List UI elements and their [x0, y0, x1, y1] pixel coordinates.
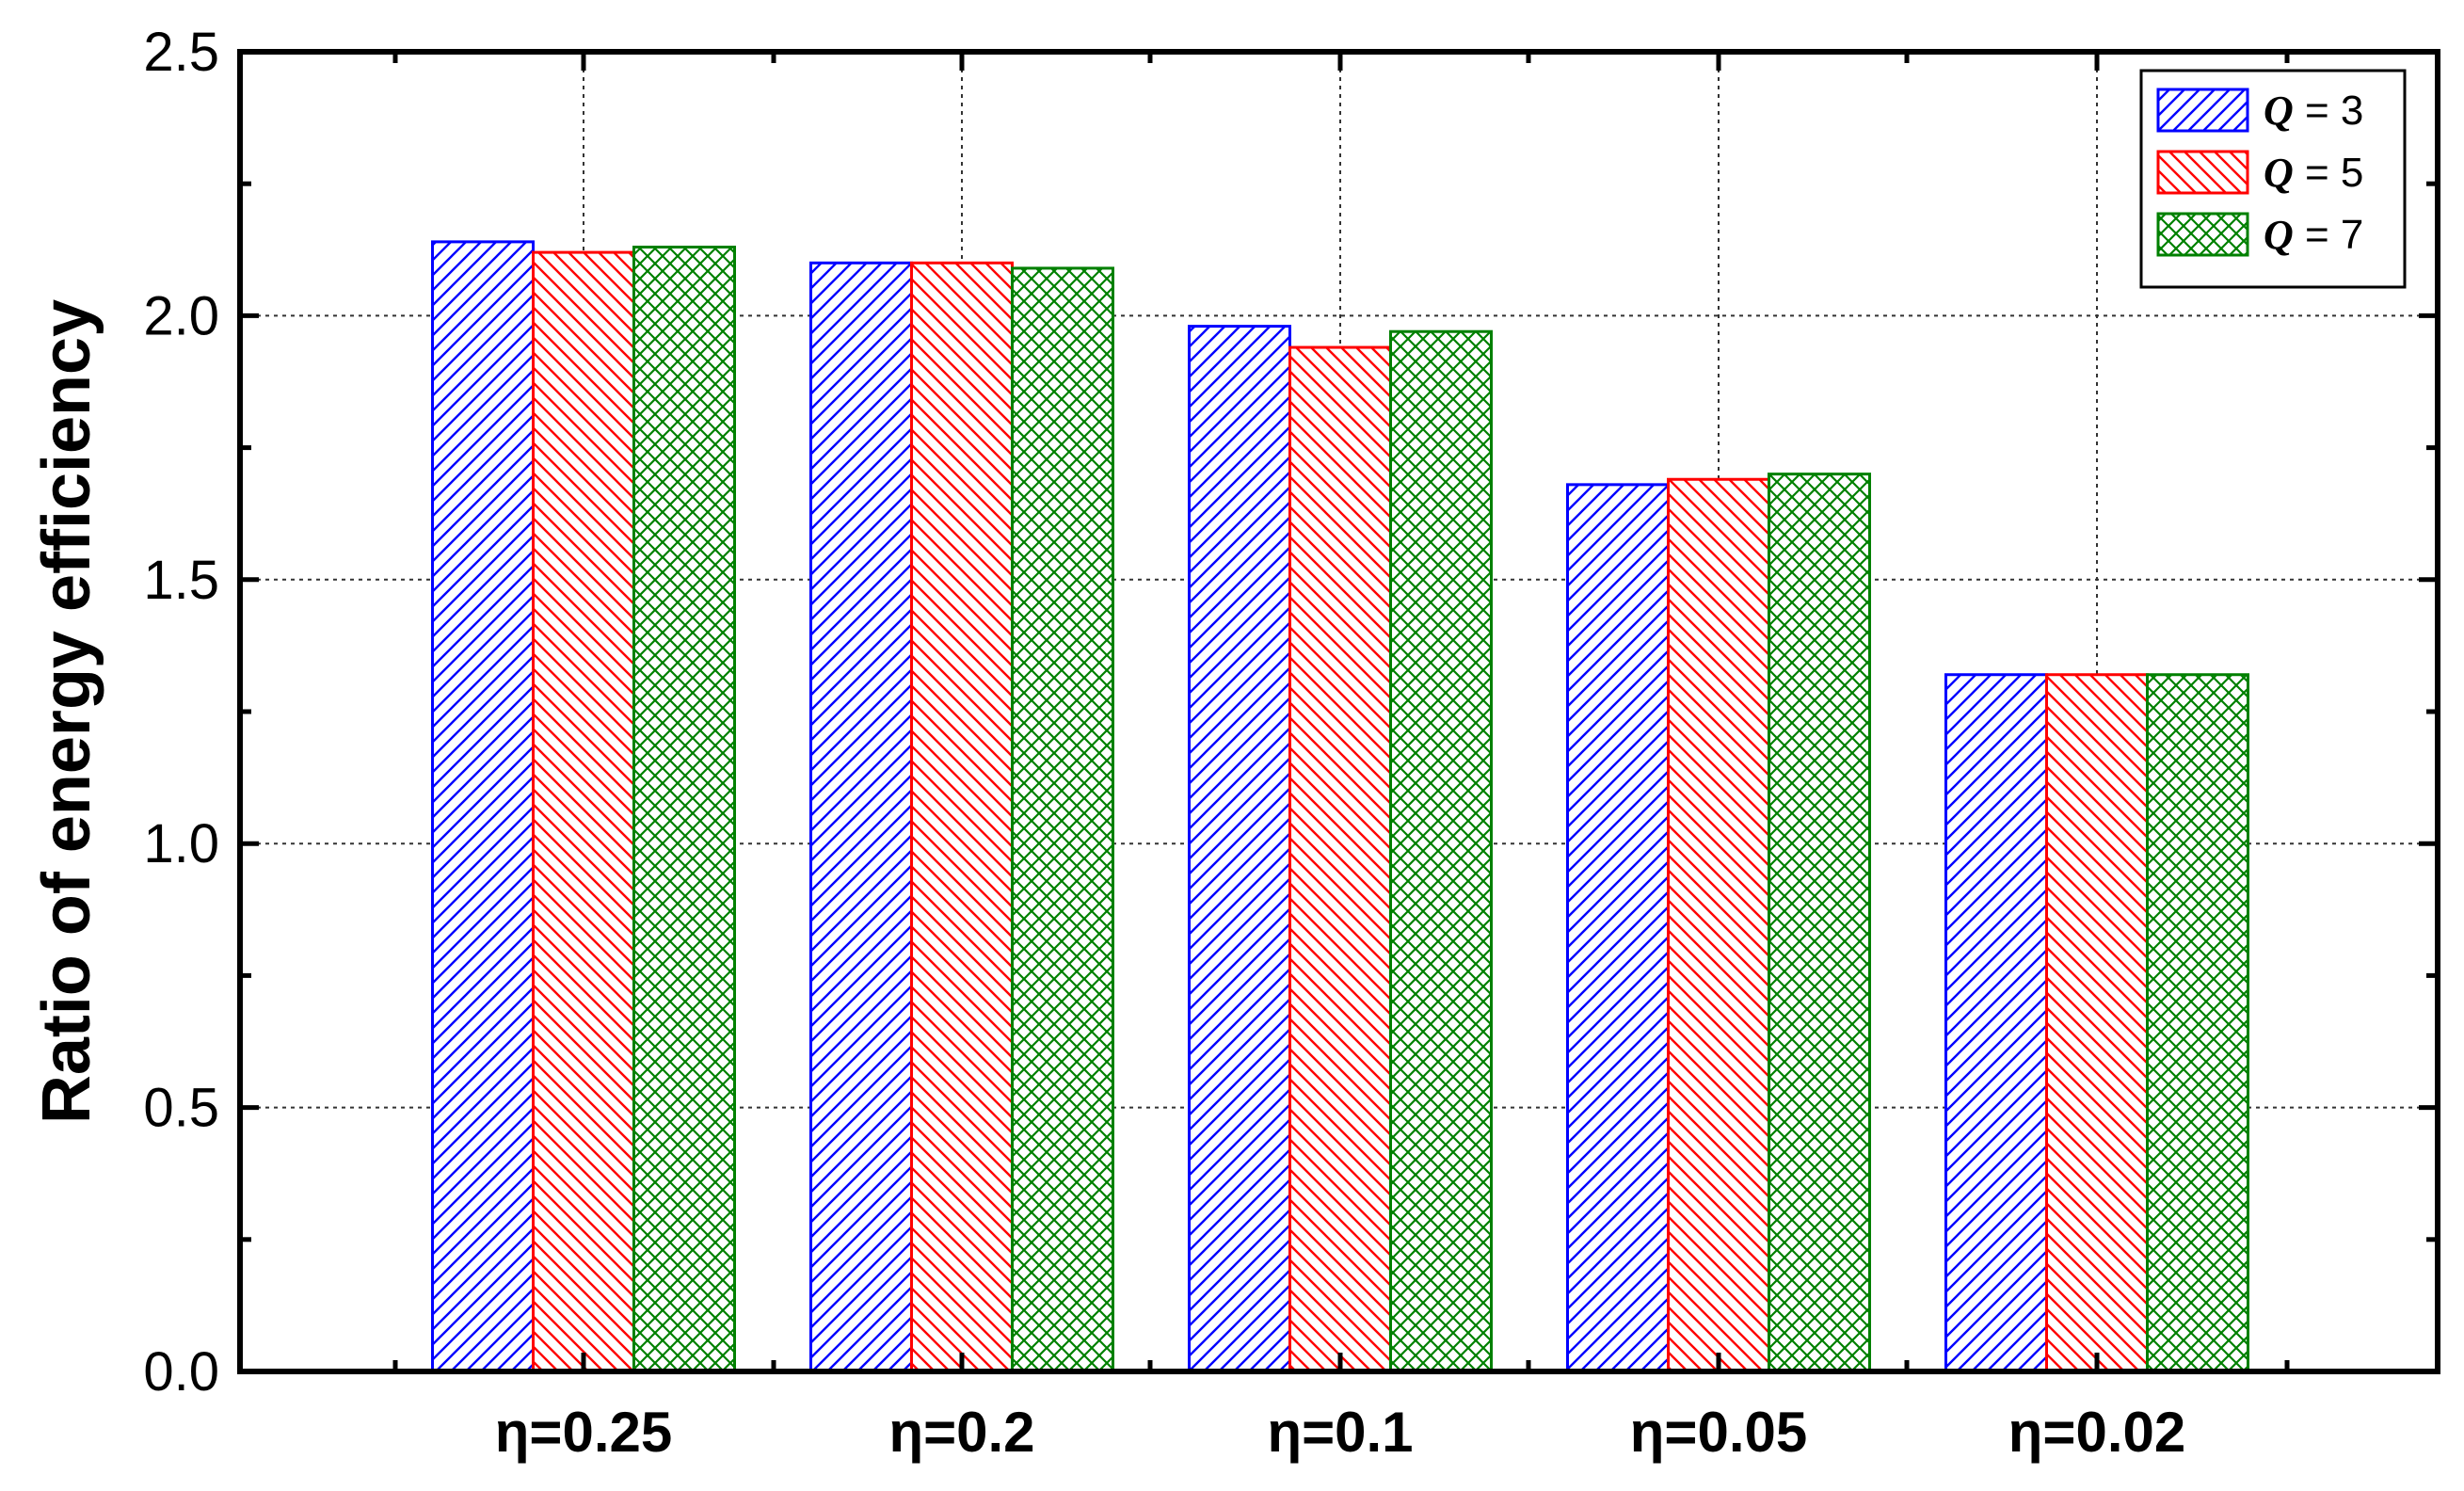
legend-swatch-1: [2156, 88, 2249, 133]
legend-swatch-2: [2156, 150, 2249, 195]
ytick-label: 0.0: [143, 1341, 219, 1403]
xtick-label: η=0.05: [1630, 1401, 1807, 1464]
legend-label-3: Q = 7: [2264, 212, 2363, 258]
ytick-label: 2.5: [143, 22, 219, 83]
bar-series3-cat1: [632, 245, 736, 1373]
ytick-label: 1.0: [143, 813, 219, 874]
ytick-label: 0.5: [143, 1078, 219, 1139]
xtick-label: η=0.25: [495, 1401, 672, 1464]
bar-series1-cat3: [1188, 325, 1291, 1373]
axes: [237, 49, 2440, 1374]
ytick-label: 2.0: [143, 285, 219, 346]
legend-label-1: Q = 3: [2264, 88, 2363, 134]
bar-series1-cat5: [1944, 673, 2048, 1373]
bar-series2-cat2: [910, 261, 1014, 1373]
bars: [431, 240, 2249, 1373]
legend-swatch-3: [2156, 212, 2249, 257]
bar-series2-cat5: [2045, 673, 2149, 1373]
bar-series2-cat4: [1667, 477, 1770, 1373]
bar-series3-cat3: [1389, 329, 1493, 1373]
legend: Q = 3 Q = 5 Q = 7: [2139, 69, 2407, 289]
bar-series3-cat2: [1011, 266, 1114, 1373]
bar-series2-cat3: [1288, 345, 1392, 1373]
bar-series3-cat5: [2146, 673, 2249, 1373]
legend-label-2: Q = 5: [2264, 150, 2363, 196]
bar-series1-cat4: [1566, 483, 1670, 1373]
xtick-label: η=0.2: [888, 1401, 1034, 1464]
y-axis-label: Ratio of energy efficiency: [29, 299, 104, 1124]
bar-series2-cat1: [532, 250, 635, 1373]
xtick-label: η=0.02: [2008, 1401, 2185, 1464]
axis-labels: 0.0 0.5 1.0 1.5 2.0 2.5 η=0.25 η=0.2 η=0.1 η=0.05…: [29, 22, 2185, 1464]
bar-series3-cat4: [1768, 473, 1871, 1373]
ytick-label: 1.5: [143, 550, 219, 611]
xtick-label: η=0.1: [1267, 1401, 1413, 1464]
bar-series1-cat2: [809, 261, 913, 1373]
bar-series1-cat1: [431, 240, 535, 1373]
